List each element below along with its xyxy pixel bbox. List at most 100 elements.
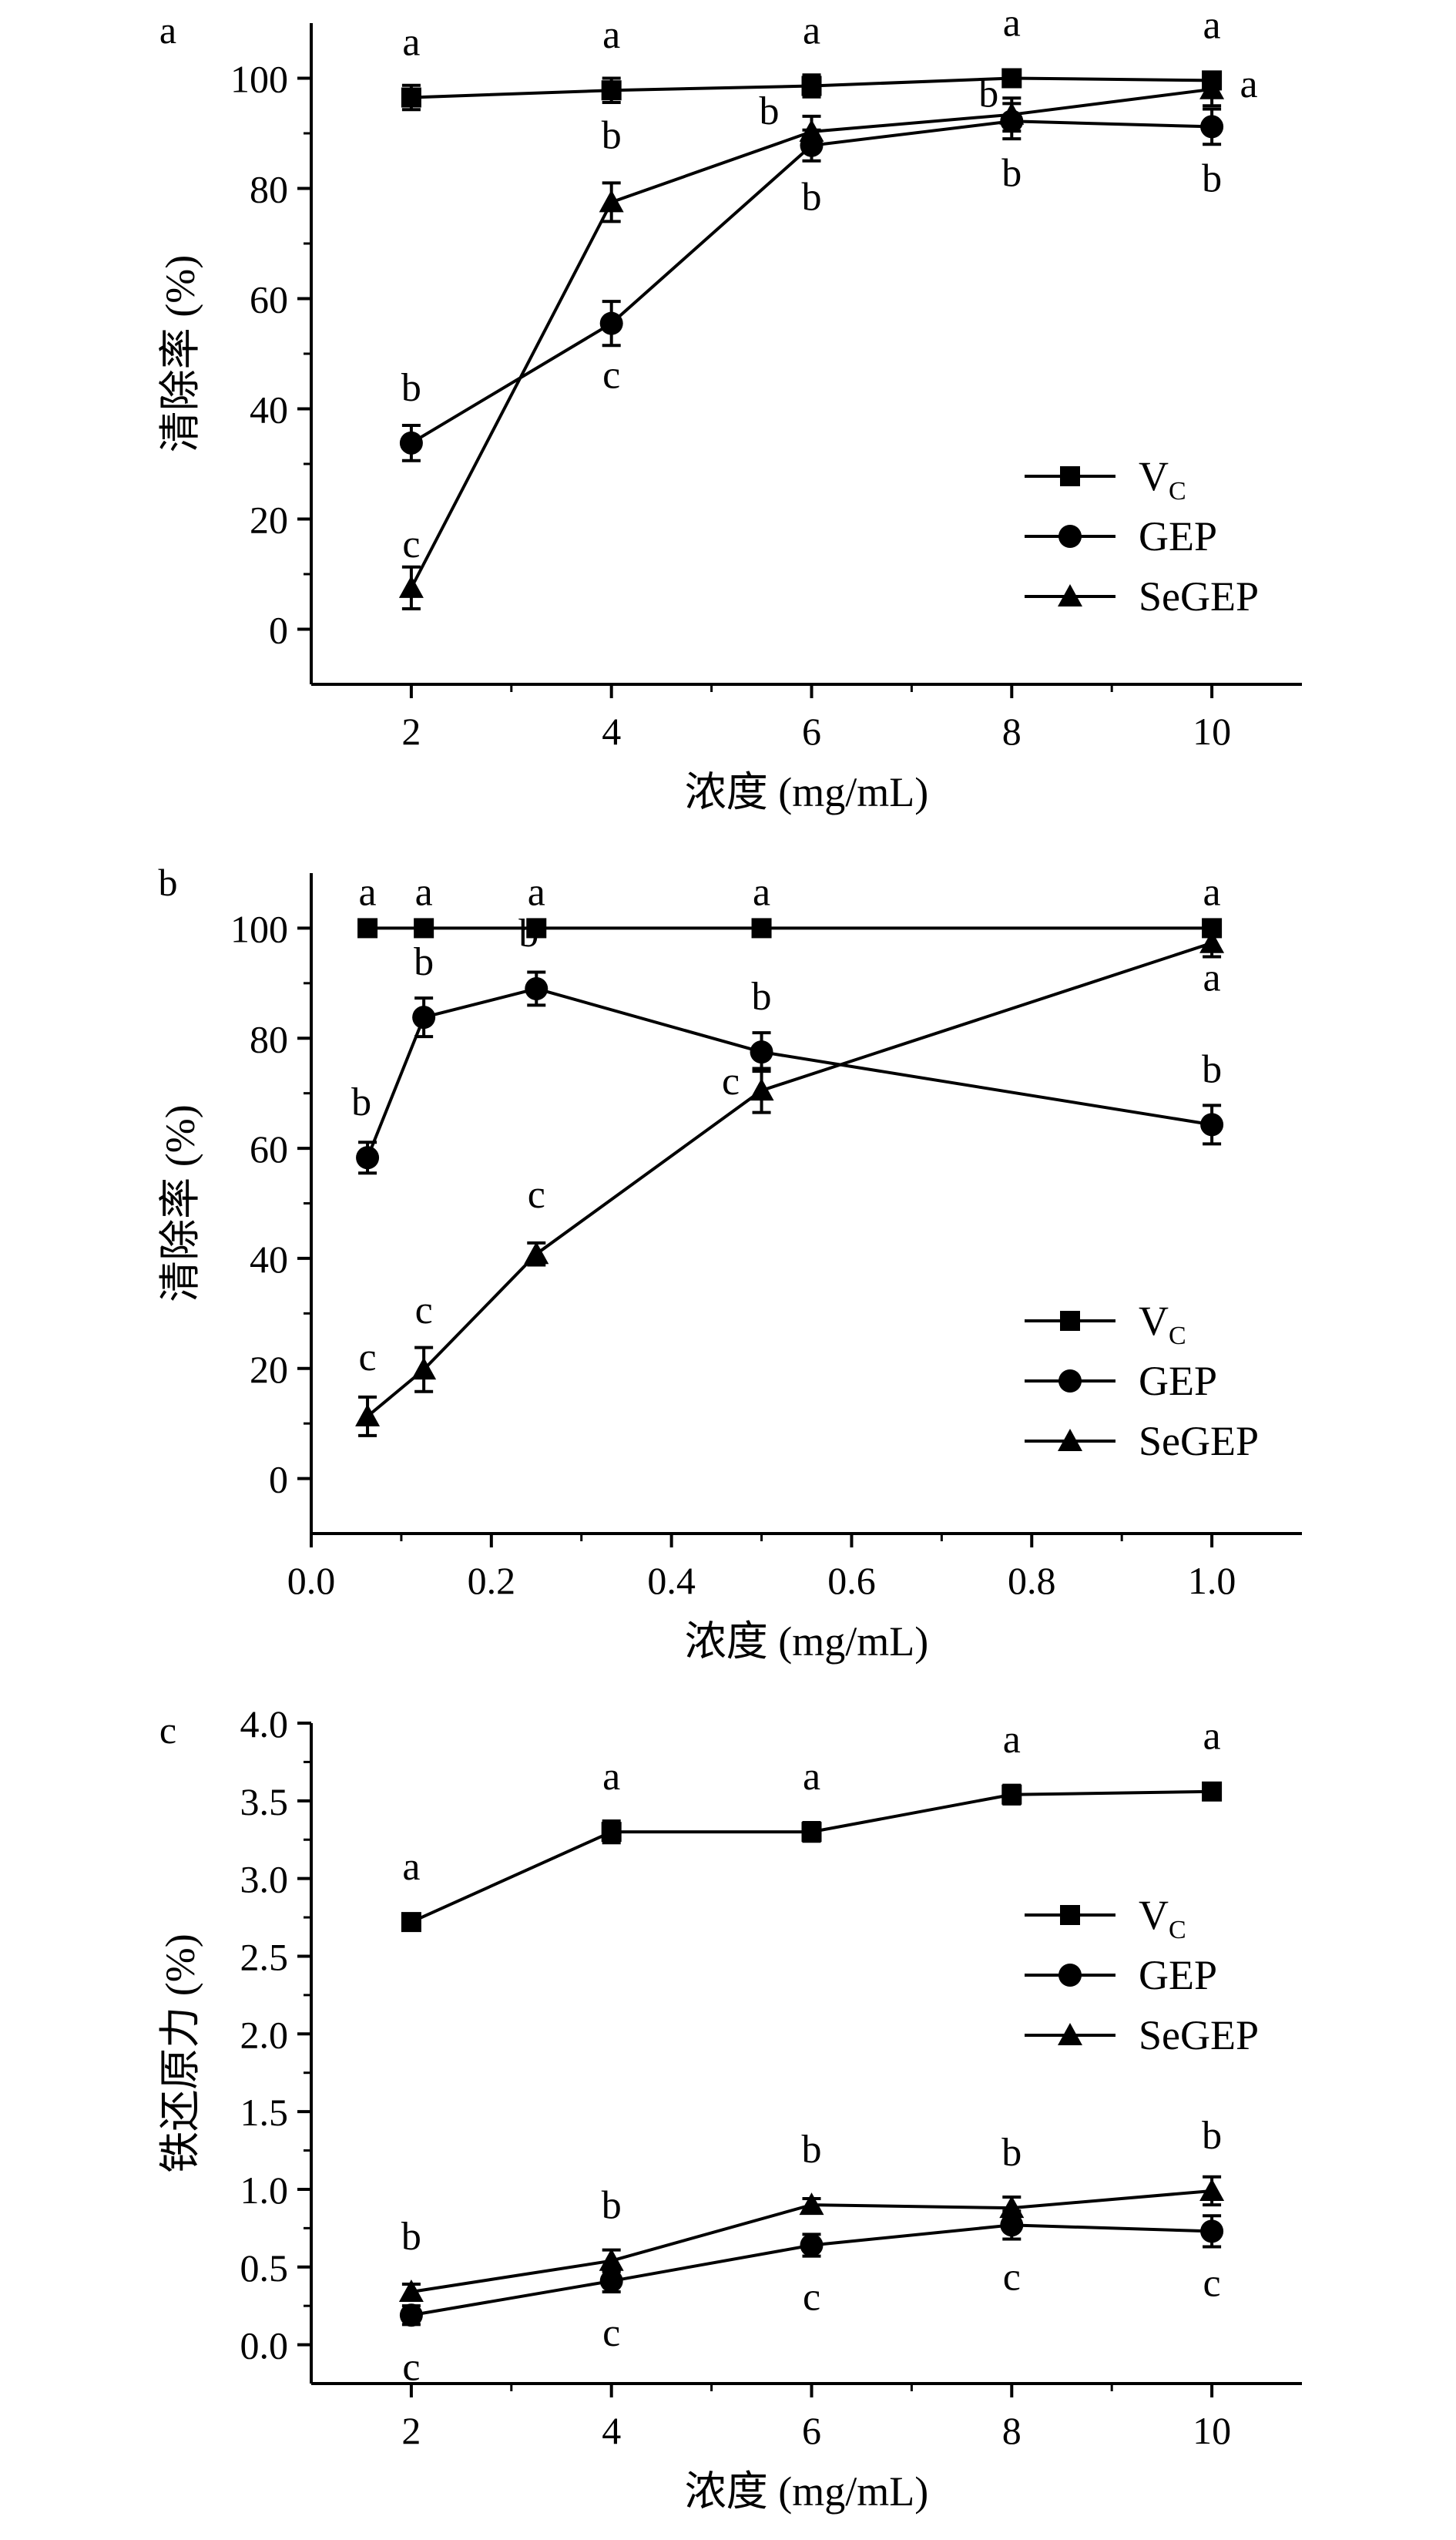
- vc-point: [601, 1822, 622, 1843]
- significance-letter: b: [1001, 151, 1022, 195]
- y-tick-label: 1.0: [240, 2169, 289, 2212]
- vc-point: [751, 918, 772, 939]
- significance-letter: b: [602, 113, 622, 157]
- legend-label-vc-main: V: [1139, 1298, 1169, 1344]
- significance-letter: b: [401, 366, 421, 410]
- significance-letter: a: [528, 870, 545, 914]
- gep-point: [1200, 2219, 1224, 2243]
- y-tick-label: 40: [250, 1238, 288, 1281]
- legend-marker-gep: [1058, 1369, 1082, 1393]
- legend-marker-vc: [1060, 1905, 1080, 1925]
- y-tick-label: 1.5: [240, 2091, 289, 2134]
- y-tick-label: 2.0: [240, 2013, 289, 2056]
- legend-label-vc: VC: [1139, 453, 1186, 506]
- gep-point: [399, 2303, 423, 2327]
- y-tick-label: 0: [269, 609, 288, 652]
- chart-panel-c: 0.0 0.5 1.0 1.5 2.0 2.5 3.0 3.5 4.0 2 4 6 8 10 浓度 (mg/…: [157, 1702, 1302, 2515]
- vc-series-line: [411, 1789, 1213, 1923]
- y-tick-label: 60: [250, 1127, 288, 1171]
- segep-point: [749, 1078, 774, 1101]
- significance-letter: b: [801, 2128, 821, 2172]
- y-tick-label: 0.5: [240, 2246, 289, 2290]
- x-tick-label: 6: [802, 710, 821, 753]
- segep-point: [398, 575, 424, 598]
- legend-marker-segep: [1058, 584, 1082, 606]
- legend-label-vc-sub: C: [1169, 1916, 1186, 1944]
- vc-point: [801, 76, 822, 96]
- segep-point: [999, 102, 1025, 125]
- x-tick-label: 10: [1193, 710, 1231, 753]
- segep-point: [355, 1403, 381, 1426]
- series-gep: c c c c c: [399, 2209, 1224, 2389]
- significance-letter: c: [1203, 2261, 1221, 2305]
- vc-point: [401, 87, 421, 108]
- legend-label-vc-main: V: [1139, 1892, 1169, 1938]
- legend-label-segep: SeGEP: [1139, 1418, 1259, 1464]
- legend-label-segep: SeGEP: [1139, 573, 1259, 620]
- significance-letter: c: [722, 1060, 740, 1104]
- segep-point: [799, 119, 824, 142]
- x-tick-label: 0.6: [827, 1559, 876, 1602]
- significance-letter: a: [402, 1845, 420, 1889]
- significance-letter: a: [1003, 1718, 1021, 1762]
- series-segep: b b b b b: [398, 2114, 1225, 2303]
- gep-point: [399, 431, 423, 455]
- x-tick-label: 10: [1193, 2409, 1231, 2452]
- legend-label-segep: SeGEP: [1139, 2012, 1259, 2058]
- y-tick-label: 20: [250, 1348, 288, 1391]
- legend-marker-gep: [1058, 525, 1082, 548]
- significance-letter: c: [1003, 2255, 1021, 2299]
- significance-letter: a: [1203, 956, 1221, 1000]
- x-axis-title: 浓度 (mg/mL): [685, 1618, 928, 1665]
- significance-letter: c: [803, 2276, 820, 2320]
- significance-letter: b: [1202, 2114, 1222, 2158]
- y-tick-label: 20: [250, 499, 288, 542]
- gep-point: [800, 2233, 824, 2257]
- x-tick-label: 0.2: [468, 1559, 516, 1602]
- y-tick-label: 100: [230, 58, 288, 101]
- x-tick-label: 2: [401, 2409, 421, 2452]
- gep-series-line: [410, 119, 1213, 445]
- y-tick-label: 60: [250, 278, 288, 321]
- gep-point: [356, 1146, 380, 1170]
- legend: VC GEP SeGEP: [1025, 453, 1259, 620]
- significance-letter: a: [1203, 3, 1221, 47]
- panel-label: a: [159, 8, 176, 52]
- legend: VC GEP SeGEP: [1025, 1298, 1259, 1464]
- legend-marker-gep: [1058, 1964, 1082, 1987]
- y-tick-label: 100: [230, 907, 288, 950]
- significance-letter: a: [359, 870, 377, 914]
- gep-point: [599, 2269, 623, 2293]
- segep-point: [599, 190, 624, 213]
- panel-label: c: [159, 1708, 176, 1752]
- legend-label-vc-sub: C: [1169, 477, 1186, 506]
- significance-letter: b: [801, 176, 821, 220]
- y-tick-label: 3.5: [240, 1780, 289, 1823]
- segep-point: [999, 2196, 1025, 2219]
- legend-marker-segep: [1058, 2023, 1082, 2045]
- legend-label-gep: GEP: [1139, 1952, 1217, 1998]
- y-tick-label: 0.0: [240, 2324, 289, 2367]
- x-tick-label: 0.8: [1008, 1559, 1056, 1602]
- series-gep: b c b b b: [399, 102, 1224, 462]
- vc-point: [401, 1912, 421, 1933]
- significance-letter: b: [759, 89, 779, 133]
- significance-letter: c: [359, 1336, 377, 1379]
- legend-marker-vc: [1060, 1311, 1080, 1331]
- significance-letter: b: [1202, 1047, 1222, 1091]
- x-tick-label: 8: [1002, 2409, 1022, 2452]
- significance-letter: b: [1202, 156, 1222, 200]
- y-tick-label: 80: [250, 168, 288, 211]
- gep-point: [750, 1040, 773, 1064]
- y-tick-label: 40: [250, 388, 288, 432]
- segep-point: [799, 2192, 824, 2216]
- legend-marker-segep: [1058, 1429, 1082, 1451]
- significance-letter: a: [602, 1755, 620, 1799]
- significance-letter: b: [518, 912, 538, 956]
- significance-letter: c: [415, 1288, 433, 1332]
- y-axis-title: 清除率 (%): [157, 255, 203, 452]
- gep-series-line: [366, 986, 1213, 1158]
- x-tick-label: 4: [602, 2409, 621, 2452]
